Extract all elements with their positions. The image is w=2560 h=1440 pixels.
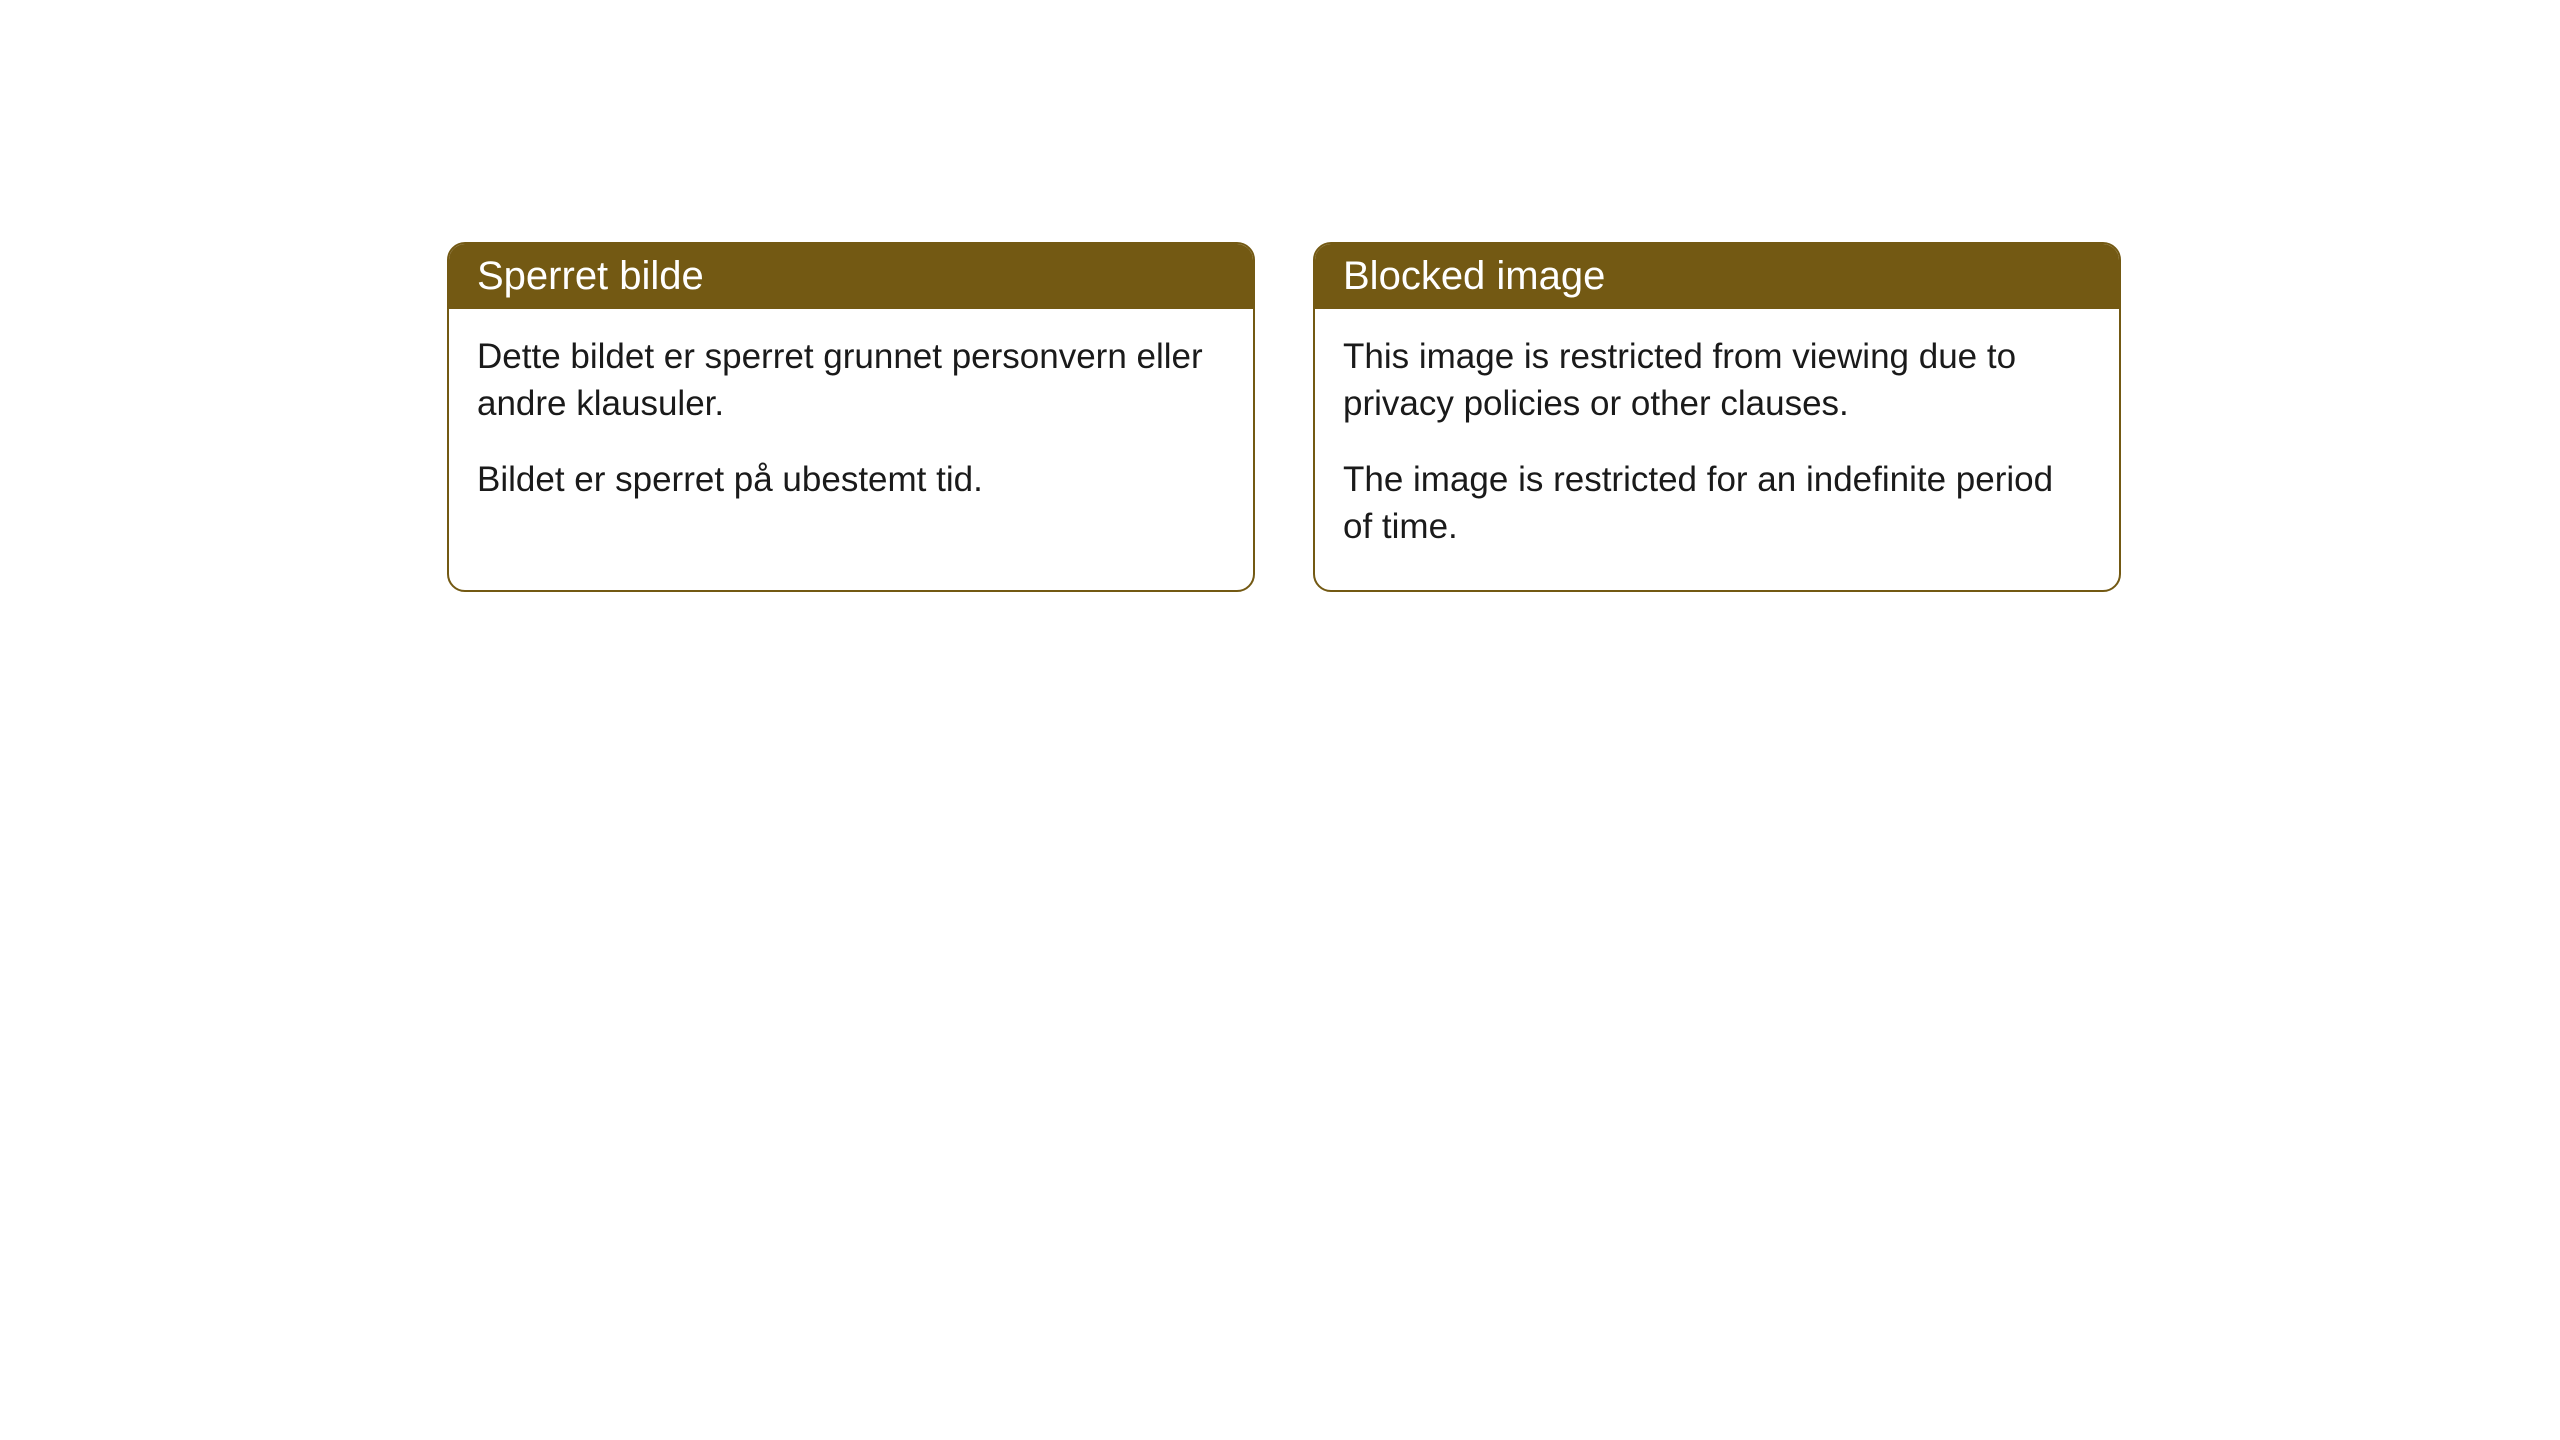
card-title: Blocked image <box>1343 254 1605 298</box>
card-paragraph: This image is restricted from viewing du… <box>1343 333 2091 428</box>
card-body: Dette bildet er sperret grunnet personve… <box>449 309 1253 543</box>
card-paragraph: Bildet er sperret på ubestemt tid. <box>477 456 1225 503</box>
card-header: Blocked image <box>1315 244 2119 309</box>
card-body: This image is restricted from viewing du… <box>1315 309 2119 590</box>
blocked-image-card-english: Blocked image This image is restricted f… <box>1313 242 2121 592</box>
card-container: Sperret bilde Dette bildet er sperret gr… <box>447 242 2121 592</box>
card-paragraph: The image is restricted for an indefinit… <box>1343 456 2091 551</box>
card-title: Sperret bilde <box>477 254 704 298</box>
card-paragraph: Dette bildet er sperret grunnet personve… <box>477 333 1225 428</box>
card-header: Sperret bilde <box>449 244 1253 309</box>
blocked-image-card-norwegian: Sperret bilde Dette bildet er sperret gr… <box>447 242 1255 592</box>
